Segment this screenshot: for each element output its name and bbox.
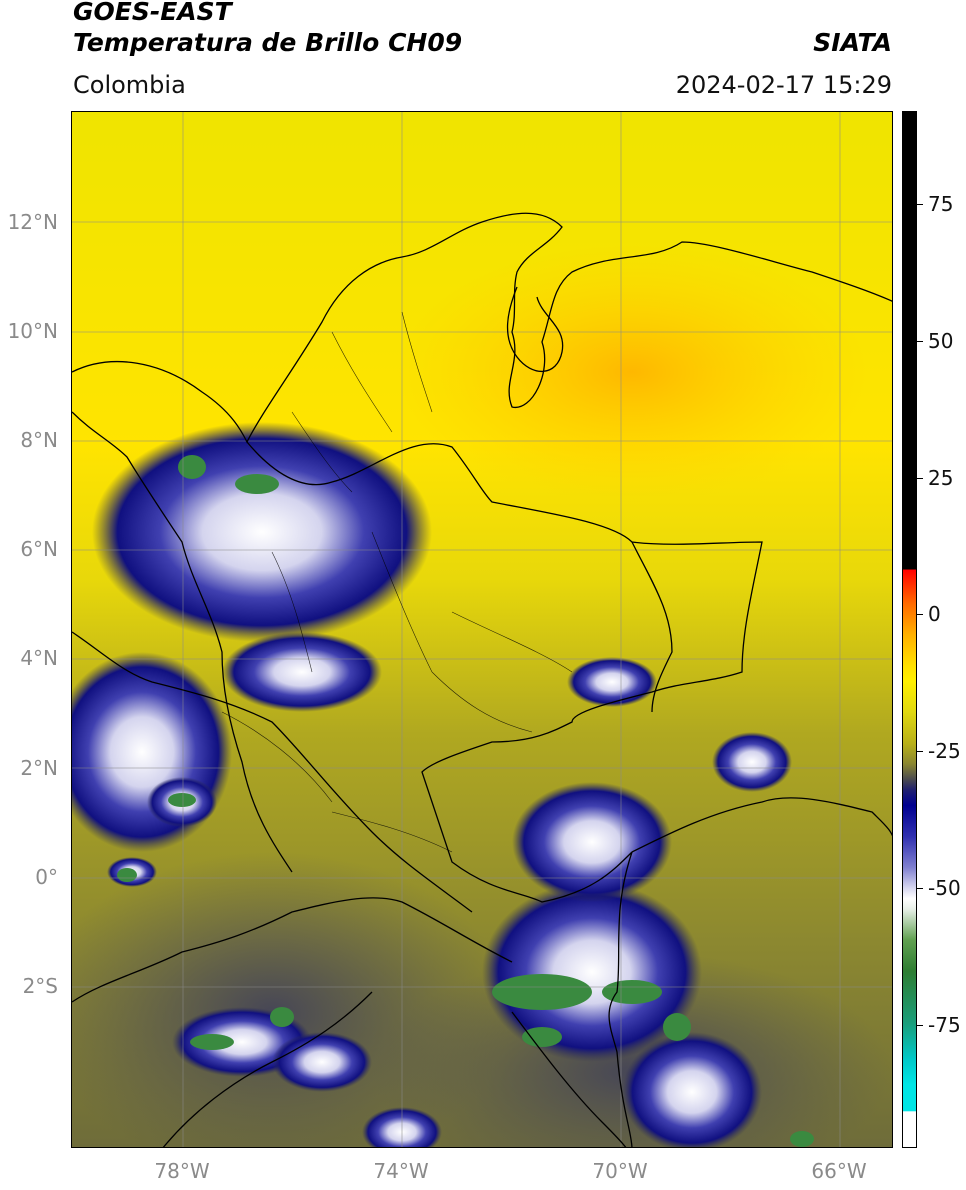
lat-label-6n: 6°N: [20, 537, 58, 561]
colorbar-tick: [917, 204, 923, 205]
colorbar: [902, 111, 917, 1148]
colorbar-label-minus-25: -25: [928, 739, 961, 763]
colorbar-label-minus-50: -50: [928, 876, 961, 900]
lat-label-2n: 2°N: [20, 756, 58, 780]
colorbar-label-25: 25: [928, 466, 954, 490]
lon-label-78w: 78°W: [154, 1159, 210, 1183]
lat-label-8n: 8°N: [20, 428, 58, 452]
title-line-2: Temperatura de Brillo CH09: [73, 28, 463, 57]
lat-label-4n: 4°N: [20, 646, 58, 670]
colorbar-label-minus-75: -75: [928, 1013, 961, 1037]
lon-label-66w: 66°W: [811, 1159, 867, 1183]
colorbar-tick: [917, 341, 923, 342]
colorbar-tick: [917, 478, 923, 479]
title-line-1: GOES-EAST: [73, 0, 232, 26]
region-label: Colombia: [73, 71, 186, 99]
colorbar-label-0: 0: [928, 602, 941, 626]
lon-label-70w: 70°W: [592, 1159, 648, 1183]
lat-label-12n: 12°N: [7, 210, 58, 234]
colorbar-tick: [917, 888, 923, 889]
timestamp-label: 2024-02-17 15:29: [675, 71, 892, 99]
lat-label-2s: 2°S: [22, 974, 58, 998]
colorbar-tick: [917, 614, 923, 615]
colorbar-label-75: 75: [928, 192, 954, 216]
colorbar-tick: [917, 1025, 923, 1026]
lat-label-10n: 10°N: [7, 319, 58, 343]
satellite-map[interactable]: [71, 111, 893, 1148]
lat-label-0: 0°: [35, 865, 58, 889]
satellite-imagery: [72, 112, 892, 1147]
lon-label-74w: 74°W: [373, 1159, 429, 1183]
brand-label: SIATA: [813, 28, 892, 57]
colorbar-label-50: 50: [928, 329, 954, 353]
colorbar-tick: [917, 751, 923, 752]
